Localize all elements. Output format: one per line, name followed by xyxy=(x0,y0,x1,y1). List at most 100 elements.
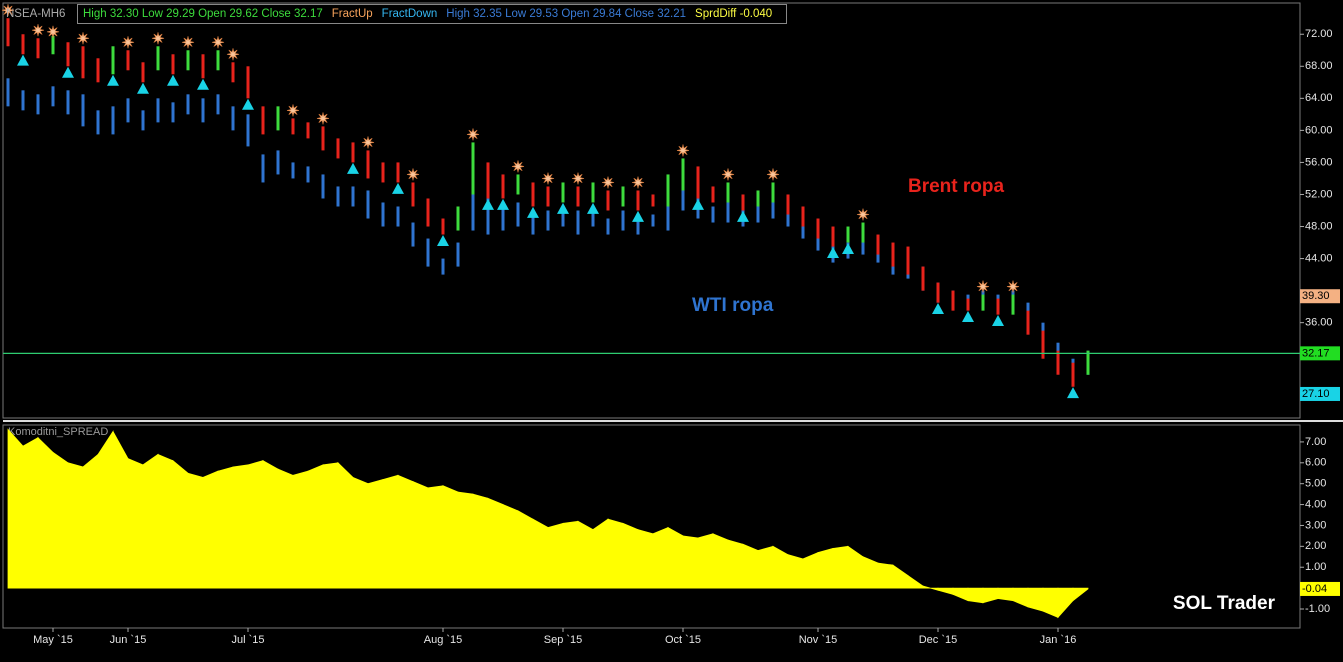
price-panel xyxy=(2,2,1301,419)
fractal-down xyxy=(392,182,404,194)
fractal-up xyxy=(31,24,45,37)
spread-area xyxy=(352,476,369,589)
range-bar xyxy=(711,206,715,223)
range-bar xyxy=(771,198,775,219)
spread-area xyxy=(337,461,354,589)
spread-area xyxy=(397,474,414,589)
fractal-up xyxy=(571,172,585,185)
spread-area xyxy=(967,587,984,604)
fractal-down xyxy=(437,234,449,246)
spread-area xyxy=(937,587,954,595)
spread-area xyxy=(907,574,924,589)
range-bar xyxy=(51,35,55,55)
spread-area xyxy=(1027,587,1044,612)
range-bar xyxy=(366,190,370,219)
range-bar xyxy=(996,298,1000,315)
watermark: SOL Trader xyxy=(1173,593,1276,614)
spread-area xyxy=(412,480,429,589)
range-bar xyxy=(921,266,925,291)
range-bar xyxy=(411,182,415,207)
range-bar xyxy=(831,226,835,247)
fractal-up xyxy=(856,208,870,221)
range-bar xyxy=(21,90,25,111)
fractal-up xyxy=(466,128,480,141)
spread-area xyxy=(667,526,684,589)
x-tick-label: May `15 xyxy=(33,634,73,646)
fractal-up xyxy=(406,168,420,181)
range-bar xyxy=(756,206,760,223)
fractal-down xyxy=(497,198,509,210)
spread-area xyxy=(787,554,804,589)
spread-area xyxy=(1012,587,1029,608)
range-bar xyxy=(636,214,640,235)
range-bar xyxy=(6,78,10,107)
readout-item: FractUp xyxy=(331,8,373,20)
fractal-down xyxy=(587,202,599,214)
range-bar xyxy=(681,158,685,191)
fractal-down xyxy=(167,74,179,86)
y-tick-label: 1.00 xyxy=(1305,561,1326,573)
range-bar xyxy=(21,34,25,55)
range-bar xyxy=(801,206,805,227)
spread-area xyxy=(487,497,504,589)
spread-area xyxy=(547,522,564,589)
range-bar xyxy=(486,162,490,199)
y-tick-label: 44.00 xyxy=(1305,252,1333,264)
spread-area xyxy=(997,587,1014,602)
range-bar xyxy=(876,234,880,255)
spread-area xyxy=(712,533,729,589)
range-bar xyxy=(861,222,865,243)
y-tick-label: 2.00 xyxy=(1305,540,1326,552)
range-bar xyxy=(36,94,40,115)
spread-area xyxy=(757,545,774,589)
fractal-down xyxy=(482,198,494,210)
range-bar xyxy=(531,182,535,207)
spread-area xyxy=(592,518,609,589)
fractal-up xyxy=(211,36,225,49)
spread-area xyxy=(982,587,999,604)
spread-area xyxy=(922,585,939,591)
spread-area xyxy=(727,539,744,589)
y-tick-label: 6.00 xyxy=(1305,457,1326,469)
range-bar xyxy=(516,202,520,227)
spread-area xyxy=(127,458,144,589)
fractal-down xyxy=(992,315,1004,327)
range-bar xyxy=(786,194,790,215)
range-bar xyxy=(666,174,670,207)
spread-area xyxy=(67,462,84,589)
series-label: Brent ropa xyxy=(908,176,1005,197)
fractal-up xyxy=(601,176,615,189)
spread-area xyxy=(682,535,699,589)
range-bar xyxy=(756,190,760,207)
spread-area xyxy=(607,518,624,589)
spread-area xyxy=(52,451,69,589)
spread-area xyxy=(577,520,594,589)
range-bar xyxy=(321,174,325,199)
range-bar xyxy=(1011,294,1015,315)
fractal-down xyxy=(842,242,854,254)
fractal-down xyxy=(932,303,944,315)
range-bar xyxy=(81,94,85,127)
range-bar xyxy=(636,190,640,211)
x-tick-label: Aug `15 xyxy=(424,634,463,646)
price-marker-label: 27.10 xyxy=(1302,388,1330,400)
y-tick-label: 4.00 xyxy=(1305,498,1326,510)
fractal-down xyxy=(107,74,119,86)
spread-area xyxy=(622,522,639,589)
x-tick-label: Oct `15 xyxy=(665,634,701,646)
spread-area xyxy=(307,464,324,589)
fractal-up xyxy=(316,112,330,125)
range-bar xyxy=(81,46,85,79)
price-marker-label: 32.17 xyxy=(1302,347,1330,359)
fractal-up xyxy=(676,144,690,157)
range-bar xyxy=(471,142,475,195)
spread-area xyxy=(202,470,219,589)
fractal-up xyxy=(1006,280,1020,293)
range-bar xyxy=(906,246,910,275)
spread-area xyxy=(1042,587,1059,618)
price-marker xyxy=(1300,386,1340,401)
spread-area xyxy=(247,460,264,589)
fractal-down xyxy=(527,206,539,218)
fractal-down xyxy=(242,98,254,110)
